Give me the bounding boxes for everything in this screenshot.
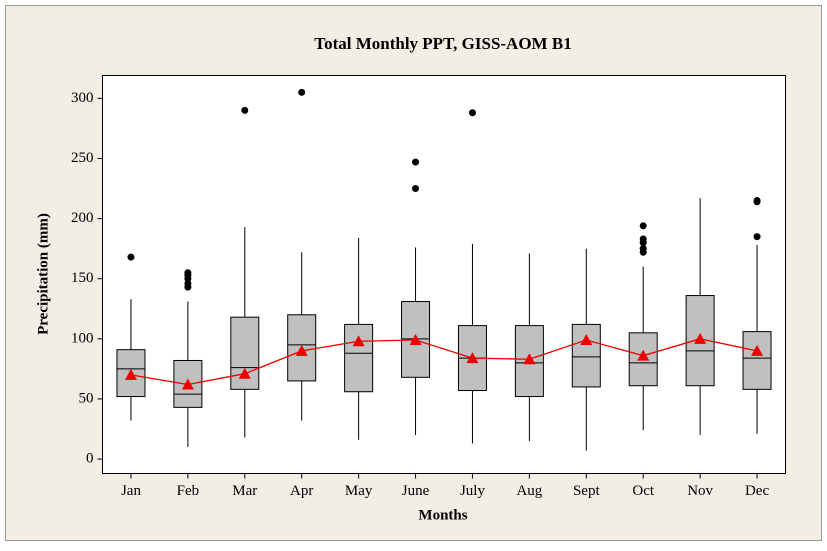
mean-marker [124,368,137,380]
x-tick-label: Mar [232,483,257,499]
y-tick-label: 300 [71,90,94,106]
y-tick-label: 0 [86,451,94,467]
x-tick-label: Apr [290,483,313,499]
y-tick-label: 250 [71,150,94,166]
outlier [241,106,249,114]
outlier [184,280,192,288]
chart-title: Total Monthly PPT, GISS-AOM B1 [314,34,571,53]
mean-line [130,338,758,386]
outlier [184,269,192,277]
x-axis-label: Months [418,507,467,523]
outlier [753,233,761,241]
x-tick-label: June [402,483,430,499]
x-tick-label: Aug [516,483,542,499]
mean-marker [238,367,251,379]
outlier [298,88,306,96]
x-tick-label: July [460,483,486,499]
x-tick-label: Oct [632,483,654,499]
x-tick-label: Jan [121,483,141,499]
x-tick-label: Feb [177,483,200,499]
outlier [412,185,420,193]
y-tick-label: 150 [71,270,94,286]
mean-marker [409,334,422,346]
y-tick-label: 50 [79,390,94,406]
outlier [127,253,135,261]
mean-marker [466,352,479,364]
outlier [639,245,647,253]
x-tick-label: Nov [687,483,713,499]
plot-area [102,75,786,474]
mean-marker [751,344,764,356]
box [571,323,601,388]
y-tick-label: 100 [71,330,94,346]
x-tick-label: Dec [745,483,769,499]
x-tick-label: Sept [573,483,601,499]
x-tick-label: May [345,483,373,499]
outlier [639,222,647,230]
outlier [753,197,761,205]
mean-marker [637,349,650,361]
mean-marker [523,353,536,365]
outlier [468,109,476,117]
box [742,331,772,390]
y-tick-label: 200 [71,210,94,226]
outlier [639,235,647,243]
mean-marker [352,335,365,347]
outlier [412,158,420,166]
mean-marker [694,332,707,344]
box [344,323,374,393]
mean-marker [295,344,308,356]
y-axis-label: Precipitation (mm) [35,213,51,335]
mean-marker [181,378,194,390]
mean-marker [580,334,593,346]
